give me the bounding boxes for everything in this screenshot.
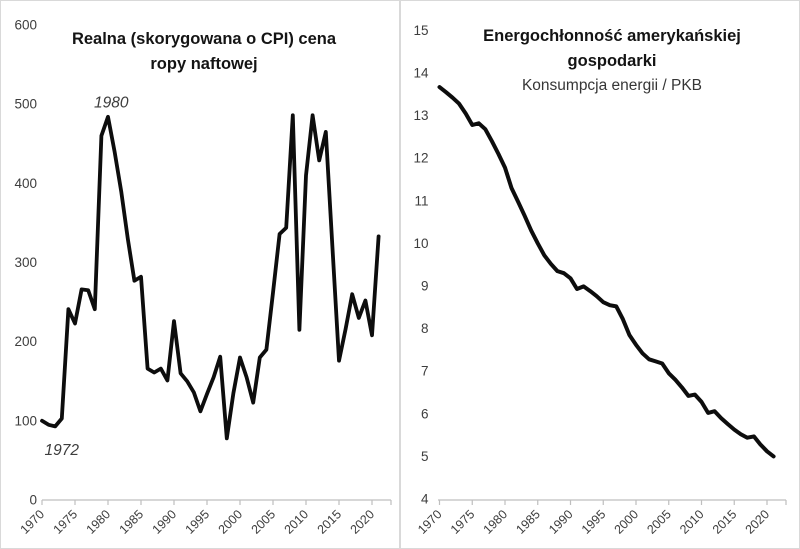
x-tick-label: 1980: [481, 507, 511, 537]
x-tick-label: 1990: [150, 507, 180, 537]
x-tick-label: 2010: [282, 507, 312, 537]
energy-chart-subtitle: Konsumpcja energii / PKB: [521, 77, 703, 94]
oil-chart-title-line1: Realna (skorygowana o CPI) cena: [71, 30, 337, 48]
oil-price-line-chart: 1970 1975 1980 1985 1990 1995 2000 2005 2010 2015…: [14, 18, 392, 537]
y-tick-label: 10: [413, 236, 428, 251]
x-tick-label: 2010: [677, 507, 707, 537]
y-tick-label: 12: [413, 151, 428, 166]
data-series-line: [437, 85, 776, 459]
y-tick-label: 7: [421, 364, 429, 379]
annotation-1972: 1972: [45, 442, 80, 459]
oil-chart-title: Realna (skorygowana o CPI) cena ropy naf…: [19, 27, 389, 77]
energy-chart-title-line2: gospodarki: [567, 52, 657, 70]
oil-chart-title-line2: ropy naftowej: [150, 55, 258, 73]
annotation-1980: 1980: [94, 95, 129, 112]
x-tick-label: 1985: [117, 507, 147, 537]
x-tick-label: 2020: [348, 507, 378, 537]
x-tick-label: 2000: [216, 507, 246, 537]
energy-chart-title-line1: Energochłonność amerykańskiej: [483, 27, 741, 45]
x-tick-label: 1990: [546, 507, 576, 537]
y-tick-label: 15: [413, 23, 428, 38]
x-tick-label: 2015: [710, 507, 740, 537]
y-tick-label: 300: [14, 255, 37, 270]
panel-divider: [399, 1, 401, 548]
x-tick-label: 1995: [183, 507, 213, 537]
x-tick-label: 1985: [513, 507, 543, 537]
y-tick-label: 400: [14, 176, 37, 191]
x-tick-label: 1970: [18, 507, 48, 537]
y-tick-label: 4: [421, 492, 429, 507]
y-tick-label: 11: [414, 193, 428, 208]
x-tick-label: 2000: [612, 507, 642, 537]
y-tick-label: 100: [14, 413, 37, 428]
data-series-line: [40, 113, 381, 441]
y-tick-label: 6: [421, 406, 429, 421]
x-tick-label: 2005: [644, 507, 674, 537]
y-tick-label: 13: [413, 108, 428, 123]
x-tick-label: 1970: [415, 507, 445, 537]
x-tick-label: 1975: [51, 507, 81, 537]
energy-intensity-line-chart: 1970 1975 1980 1985 1990 1995 2000 2005 2010 2015…: [413, 23, 787, 537]
y-tick-label: 8: [421, 321, 429, 336]
y-tick-label: 600: [14, 18, 37, 33]
x-tick-label: 1975: [448, 507, 478, 537]
x-tick-label: 2015: [315, 507, 345, 537]
x-tick-label: 2020: [743, 507, 773, 537]
energy-chart-title: Energochłonność amerykańskiej gospodarki…: [424, 24, 799, 98]
y-tick-label: 500: [14, 97, 37, 112]
y-tick-label: 5: [421, 449, 429, 464]
y-tick-label: 14: [413, 66, 429, 81]
x-tick-label: 1995: [579, 507, 609, 537]
x-tick-label: 2005: [249, 507, 279, 537]
y-tick-label: 200: [14, 334, 37, 349]
y-tick-label: 0: [29, 493, 37, 508]
x-tick-label: 1980: [84, 507, 114, 537]
y-tick-label: 9: [421, 279, 429, 294]
